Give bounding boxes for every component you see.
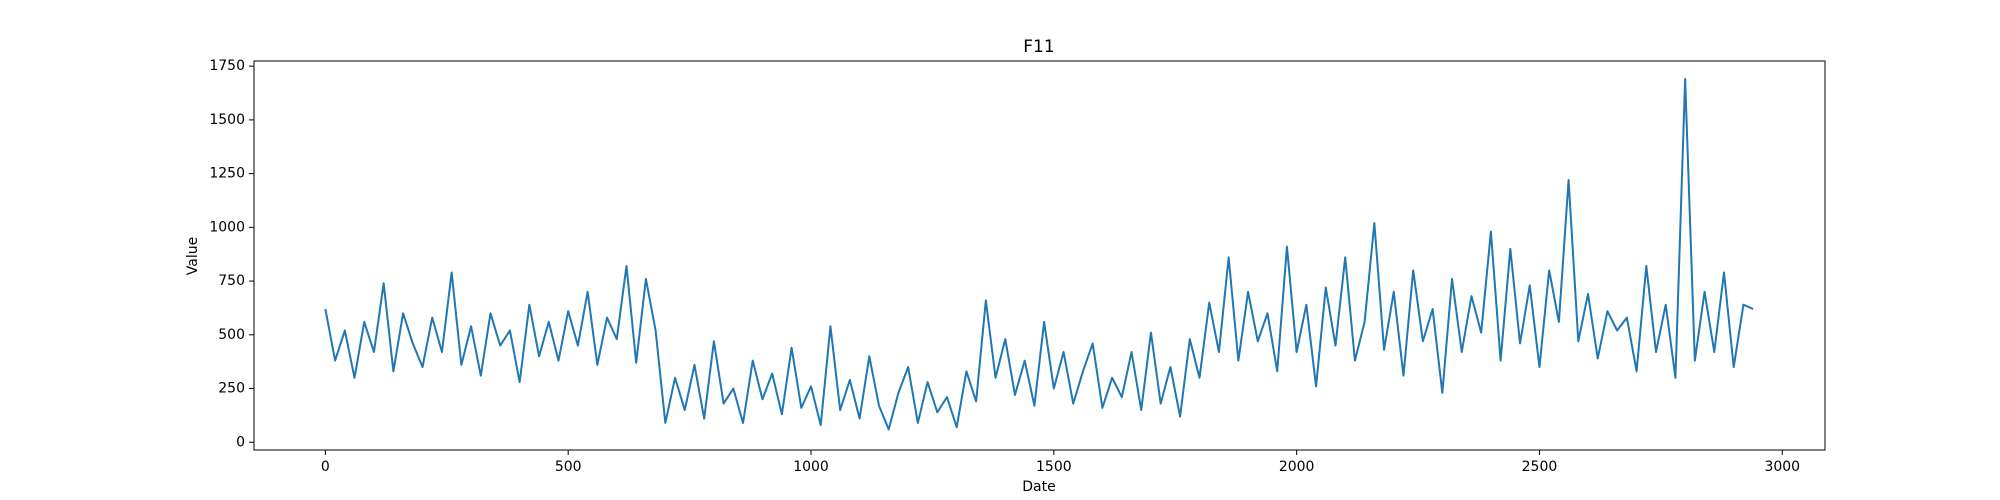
y-axis-label: Value: [185, 237, 201, 275]
y-tick-label: 750: [218, 273, 245, 289]
x-tick-label: 0: [321, 459, 330, 475]
x-tick-label: 3000: [1764, 459, 1800, 475]
chart-title: F11: [1023, 37, 1054, 57]
y-tick-label: 1250: [209, 166, 245, 182]
x-axis-label: Date: [1022, 479, 1055, 495]
y-tick-label: 1500: [209, 112, 245, 128]
x-tick-label: 1000: [793, 459, 829, 475]
y-tick-label: 1750: [209, 58, 245, 74]
y-tick-label: 1000: [209, 219, 245, 235]
x-tick-label: 2500: [1522, 459, 1558, 475]
x-tick-label: 2000: [1279, 459, 1315, 475]
x-tick-label: 1500: [1036, 459, 1072, 475]
y-tick-label: 250: [218, 381, 245, 397]
y-tick-label: 500: [218, 327, 245, 343]
plot-frame: [253, 60, 1826, 451]
x-tick-label: 500: [555, 459, 582, 475]
data-line: [324, 78, 1754, 431]
y-tick-label: 0: [236, 434, 245, 450]
